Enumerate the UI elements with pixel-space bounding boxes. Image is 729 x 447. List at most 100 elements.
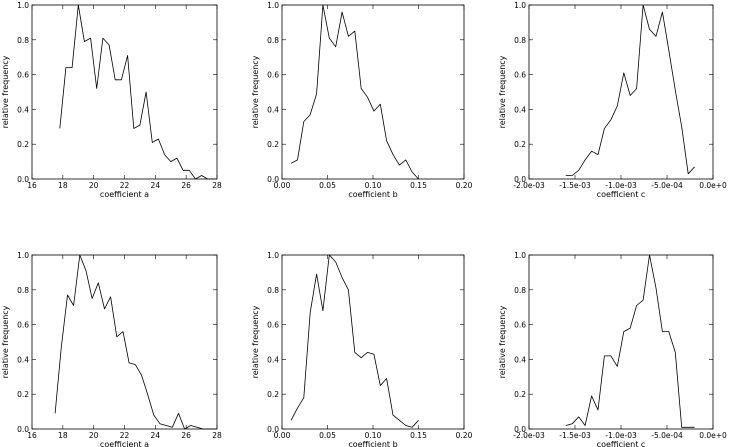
data-point	[122, 331, 123, 332]
y-tick-label: 0.6	[17, 71, 29, 80]
data-point	[636, 305, 637, 306]
data-point	[297, 408, 298, 409]
y-tick-label: 0.0	[17, 425, 29, 434]
data-point	[110, 296, 111, 297]
x-tick-label: 18	[58, 431, 68, 440]
data-point	[127, 55, 128, 56]
x-tick-label: -1.0e-03	[605, 181, 637, 190]
chart-panel-1: 16 18 20 22 24 26 28 0.0 0.2 0.4 0.6 0.8 1.0 coeffici…	[1, 1, 222, 199]
data-point	[373, 354, 374, 355]
data-point	[59, 128, 60, 129]
data-point	[630, 95, 631, 96]
x-axis-label: coefficient b	[348, 440, 397, 447]
data-point	[147, 394, 148, 395]
data-point	[108, 44, 109, 45]
x-tick-label: 22	[120, 181, 130, 190]
y-axis-label: relative frequency	[1, 55, 10, 128]
data-point	[662, 331, 663, 332]
data-point	[348, 289, 349, 290]
data-point	[135, 364, 136, 365]
y-tick-label: 0.8	[17, 36, 29, 45]
data-point	[79, 254, 80, 255]
data-point	[405, 425, 406, 426]
plot-frame	[528, 254, 714, 430]
data-point	[694, 166, 695, 167]
x-tick-label: 16	[27, 181, 37, 190]
x-tick-label: 0.15	[410, 181, 427, 190]
data-point	[121, 79, 122, 80]
data-point	[190, 425, 191, 426]
data-point	[141, 374, 142, 375]
data-point	[145, 91, 146, 92]
x-tick-label: -2.0e-03	[513, 181, 545, 190]
data-point	[335, 46, 336, 47]
x-axis-label: coefficient a	[100, 190, 149, 199]
data-point	[159, 423, 160, 424]
data-point	[335, 261, 336, 262]
data-point	[170, 161, 171, 162]
data-point	[207, 178, 208, 179]
y-tick-label: 0.8	[514, 286, 526, 295]
data-point	[201, 175, 202, 176]
data-point	[329, 37, 330, 38]
x-tick-label: -1.0e-03	[605, 431, 637, 440]
data-point	[65, 67, 66, 68]
data-point	[166, 425, 167, 426]
histogram-line	[290, 254, 419, 428]
data-point	[85, 270, 86, 271]
y-tick-label: 0.8	[514, 36, 526, 45]
data-point	[203, 428, 204, 429]
chart-panel-4: 16 18 20 22 24 26 28 0.0 0.2 0.4 0.6 0.8 1.0 coeffici…	[1, 251, 222, 447]
data-point	[139, 124, 140, 125]
x-tick-label: -2.0e-03	[513, 431, 545, 440]
x-tick-label: 18	[58, 181, 68, 190]
data-point	[213, 178, 214, 179]
chart-panel-5: 0.00 0.05 0.10 0.15 0.20 0.0 0.2 0.4 0.6 0.8 1.0 co…	[251, 251, 473, 447]
x-tick-label: -1.5e-03	[559, 181, 591, 190]
x-axis-label: coefficient a	[100, 440, 149, 447]
y-tick-label: 0.6	[514, 71, 526, 80]
data-point	[322, 310, 323, 311]
data-point	[412, 171, 413, 172]
data-point	[291, 163, 292, 164]
y-tick-label: 0.6	[17, 321, 29, 330]
y-tick-label: 0.8	[17, 286, 29, 295]
y-tick-label: 0.4	[267, 355, 279, 364]
x-tick-label: 24	[151, 181, 161, 190]
data-point	[578, 170, 579, 171]
x-tick-label: -5.0e-04	[651, 181, 683, 190]
y-tick-label: 0.2	[514, 140, 526, 149]
histogram-line	[54, 254, 216, 430]
x-tick-label: 28	[212, 181, 222, 190]
y-axis-label: relative frequency	[251, 305, 260, 378]
data-point	[310, 312, 311, 313]
x-tick-label: 22	[120, 431, 130, 440]
data-point	[303, 397, 304, 398]
y-tick-label: 0.4	[17, 105, 29, 114]
y-tick-label: 1.0	[267, 1, 279, 10]
data-point	[572, 423, 573, 424]
data-point	[642, 300, 643, 301]
y-tick-label: 0.6	[267, 71, 279, 80]
data-point	[176, 158, 177, 159]
data-point	[158, 138, 159, 139]
plot-frame	[281, 4, 465, 180]
data-point	[178, 413, 179, 414]
data-point	[329, 254, 330, 255]
data-point	[152, 142, 153, 143]
y-tick-label: 0.2	[267, 140, 279, 149]
data-point	[380, 385, 381, 386]
x-tick-label: 0.20	[456, 431, 473, 440]
x-tick-label: 0.00	[274, 181, 291, 190]
y-axis-label: relative frequency	[251, 55, 260, 128]
x-tick-label: 26	[181, 431, 191, 440]
data-point	[604, 355, 605, 356]
x-axis-label: coefficient c	[597, 190, 646, 199]
y-tick-label: 0.0	[267, 175, 279, 184]
y-tick-label: 0.2	[514, 390, 526, 399]
data-point	[341, 11, 342, 12]
data-point	[196, 427, 197, 428]
data-point	[195, 178, 196, 179]
data-point	[386, 378, 387, 379]
data-point	[412, 427, 413, 428]
